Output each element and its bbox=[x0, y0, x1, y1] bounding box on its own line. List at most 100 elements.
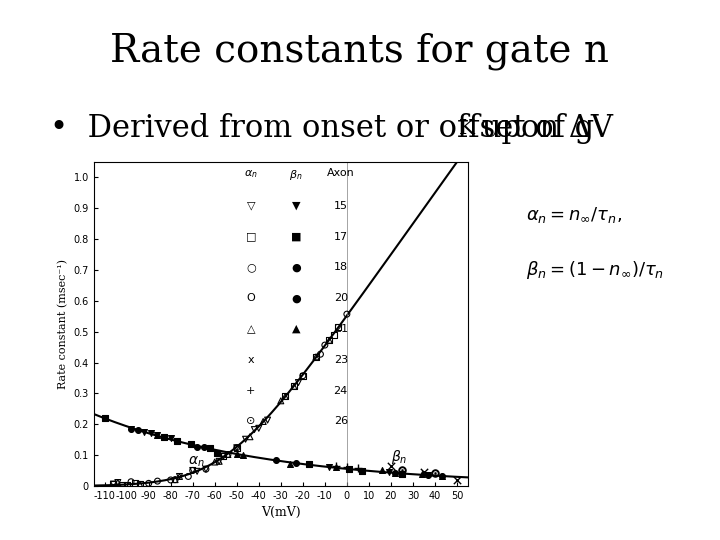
Text: ■: ■ bbox=[291, 232, 301, 242]
Point bbox=[183, 472, 194, 481]
Point bbox=[200, 465, 212, 474]
Point bbox=[185, 440, 197, 449]
Point bbox=[132, 426, 143, 435]
Y-axis label: Rate constant (msec⁻¹): Rate constant (msec⁻¹) bbox=[58, 259, 68, 389]
Point bbox=[192, 442, 203, 451]
Point bbox=[211, 449, 222, 457]
Point bbox=[108, 480, 120, 488]
Point bbox=[275, 396, 287, 405]
Point bbox=[198, 443, 210, 451]
Point bbox=[258, 417, 269, 426]
Point bbox=[231, 443, 243, 452]
Text: O: O bbox=[246, 293, 255, 303]
Text: x: x bbox=[248, 355, 254, 365]
Text: ●: ● bbox=[291, 262, 301, 273]
Point bbox=[356, 467, 368, 475]
Text: Rate constants for gate n: Rate constants for gate n bbox=[110, 32, 610, 70]
Point bbox=[200, 465, 212, 474]
Point bbox=[158, 433, 170, 442]
Point bbox=[187, 466, 199, 475]
Point bbox=[185, 440, 197, 449]
Point bbox=[304, 460, 315, 469]
Point bbox=[222, 450, 234, 459]
Point bbox=[187, 466, 199, 475]
Point bbox=[244, 433, 256, 441]
Point bbox=[217, 452, 229, 461]
Point bbox=[341, 310, 353, 319]
Point bbox=[169, 475, 181, 484]
Point bbox=[262, 416, 274, 424]
Point bbox=[323, 336, 335, 345]
Text: 21: 21 bbox=[333, 324, 348, 334]
Point bbox=[290, 458, 302, 467]
Point bbox=[165, 476, 176, 484]
Point bbox=[152, 477, 163, 485]
Point bbox=[204, 444, 216, 453]
Point bbox=[125, 424, 137, 433]
Point bbox=[333, 322, 344, 331]
Point bbox=[185, 440, 197, 449]
Point bbox=[390, 469, 401, 477]
Text: □: □ bbox=[246, 232, 256, 242]
Point bbox=[279, 392, 291, 401]
Point bbox=[152, 431, 163, 440]
Point bbox=[418, 468, 430, 476]
Point bbox=[145, 429, 157, 437]
Text: $\beta_n = (1 - n_\infty) / \tau_n$: $\beta_n = (1 - n_\infty) / \tau_n$ bbox=[526, 259, 664, 281]
Text: 15: 15 bbox=[333, 201, 348, 211]
Text: ○: ○ bbox=[246, 262, 256, 273]
Point bbox=[231, 443, 243, 452]
Point bbox=[330, 463, 341, 471]
Point bbox=[192, 467, 203, 476]
Point bbox=[174, 472, 185, 481]
Text: ▼: ▼ bbox=[292, 201, 300, 211]
Text: 23: 23 bbox=[333, 355, 348, 365]
X-axis label: V(mV): V(mV) bbox=[261, 507, 301, 519]
Point bbox=[171, 436, 183, 445]
Point bbox=[240, 435, 251, 443]
Point bbox=[436, 472, 447, 481]
Point bbox=[138, 427, 150, 436]
Point bbox=[423, 471, 434, 480]
Point bbox=[297, 372, 309, 380]
Point bbox=[343, 465, 355, 474]
Point bbox=[396, 469, 408, 478]
Point bbox=[343, 465, 355, 474]
Point bbox=[328, 330, 339, 339]
Point bbox=[385, 462, 397, 471]
Point bbox=[121, 481, 132, 489]
Text: 26: 26 bbox=[333, 416, 348, 427]
Text: 17: 17 bbox=[333, 232, 348, 242]
Text: $\alpha_n$: $\alpha_n$ bbox=[244, 168, 258, 180]
Point bbox=[134, 480, 145, 489]
Point bbox=[330, 462, 341, 470]
Point bbox=[209, 458, 220, 467]
Point bbox=[108, 480, 120, 488]
Text: upon ΔV: upon ΔV bbox=[472, 113, 613, 144]
Point bbox=[288, 382, 300, 390]
Point bbox=[213, 457, 225, 465]
Point bbox=[222, 450, 234, 459]
Point bbox=[143, 479, 154, 488]
Point bbox=[323, 462, 335, 471]
Point bbox=[112, 478, 124, 487]
Point bbox=[396, 466, 408, 475]
Text: ⊙: ⊙ bbox=[246, 416, 256, 427]
Text: +: + bbox=[246, 386, 256, 396]
Point bbox=[352, 464, 364, 472]
Text: $\alpha_n = n_\infty / \tau_n,$: $\alpha_n = n_\infty / \tau_n,$ bbox=[526, 205, 622, 225]
Point bbox=[377, 465, 388, 474]
Point bbox=[213, 457, 225, 465]
Point bbox=[231, 449, 243, 458]
Point bbox=[217, 452, 229, 461]
Text: K: K bbox=[459, 119, 475, 138]
Point bbox=[288, 382, 300, 390]
Point bbox=[231, 443, 243, 452]
Point bbox=[310, 353, 322, 361]
Point bbox=[416, 470, 428, 479]
Point bbox=[248, 426, 260, 434]
Point bbox=[165, 434, 176, 443]
Point bbox=[125, 477, 137, 486]
Point bbox=[152, 431, 163, 440]
Text: $\alpha_n$: $\alpha_n$ bbox=[189, 455, 205, 469]
